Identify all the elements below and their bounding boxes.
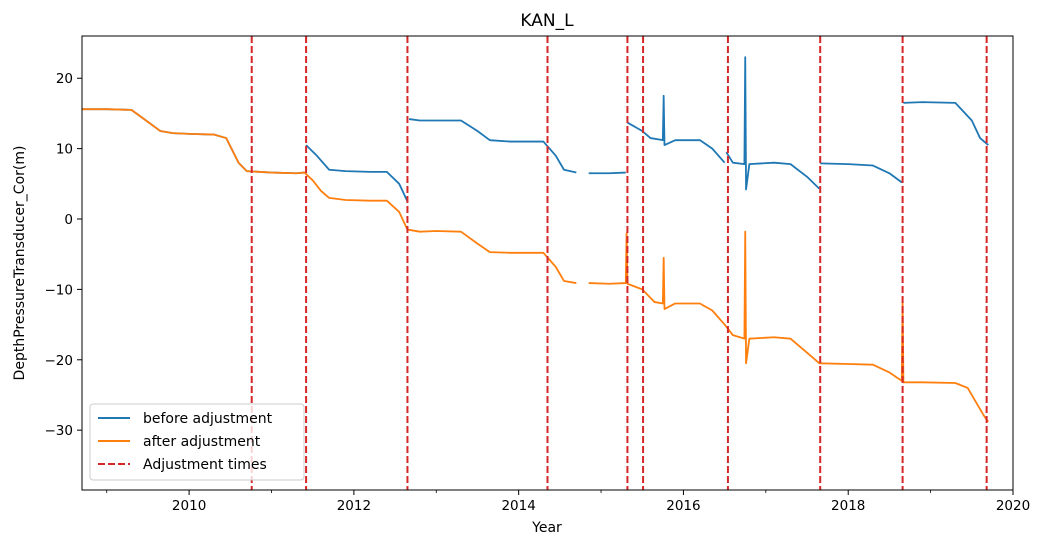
- y-axis-label: DepthPressureTransducer_Cor(m): [12, 146, 28, 381]
- x-tick-label: 2020: [996, 498, 1030, 514]
- x-tick-label: 2016: [666, 498, 700, 514]
- x-tick-label: 2012: [337, 498, 371, 514]
- series-line-before-3: [588, 171, 626, 175]
- y-tick-label: −10: [45, 282, 74, 298]
- series-line-before-0: [82, 108, 305, 175]
- series-line-after-0: [82, 108, 577, 284]
- series-line-before-1: [305, 144, 409, 202]
- series-line-before-7: [903, 101, 989, 146]
- series-line-before-6: [820, 162, 903, 184]
- y-axis: 20 10 0 −10 −20 −30: [45, 71, 82, 439]
- x-tick-label: 2018: [831, 498, 865, 514]
- series-line-before-4: [626, 94, 726, 164]
- x-axis: 2010 2012 2014 2016 2018 2020: [106, 490, 1030, 514]
- y-tick-label: −20: [45, 353, 74, 369]
- adjustment-lines: [250, 36, 988, 490]
- x-tick-label: 2010: [172, 498, 206, 514]
- x-axis-label: Year: [531, 520, 562, 536]
- series-line-before-2: [408, 118, 577, 174]
- legend-label-adjust: Adjustment times: [143, 457, 267, 473]
- series-line-before-5: [725, 56, 821, 191]
- legend-label-before: before adjustment: [143, 411, 273, 427]
- y-tick-label: −30: [45, 423, 74, 439]
- y-tick-label: 0: [64, 212, 73, 228]
- legend: before adjustment after adjustment Adjustm…: [89, 403, 305, 481]
- legend-label-after: after adjustment: [143, 434, 261, 450]
- series-line-after-1: [588, 230, 990, 423]
- legend-box: [89, 403, 305, 481]
- plot-frame: [81, 35, 1014, 491]
- y-tick-label: 20: [56, 71, 73, 87]
- chart-title: KAN_L: [520, 11, 574, 31]
- y-tick-label: 10: [56, 142, 73, 158]
- series-layer: [82, 56, 990, 423]
- x-tick-label: 2014: [501, 498, 535, 514]
